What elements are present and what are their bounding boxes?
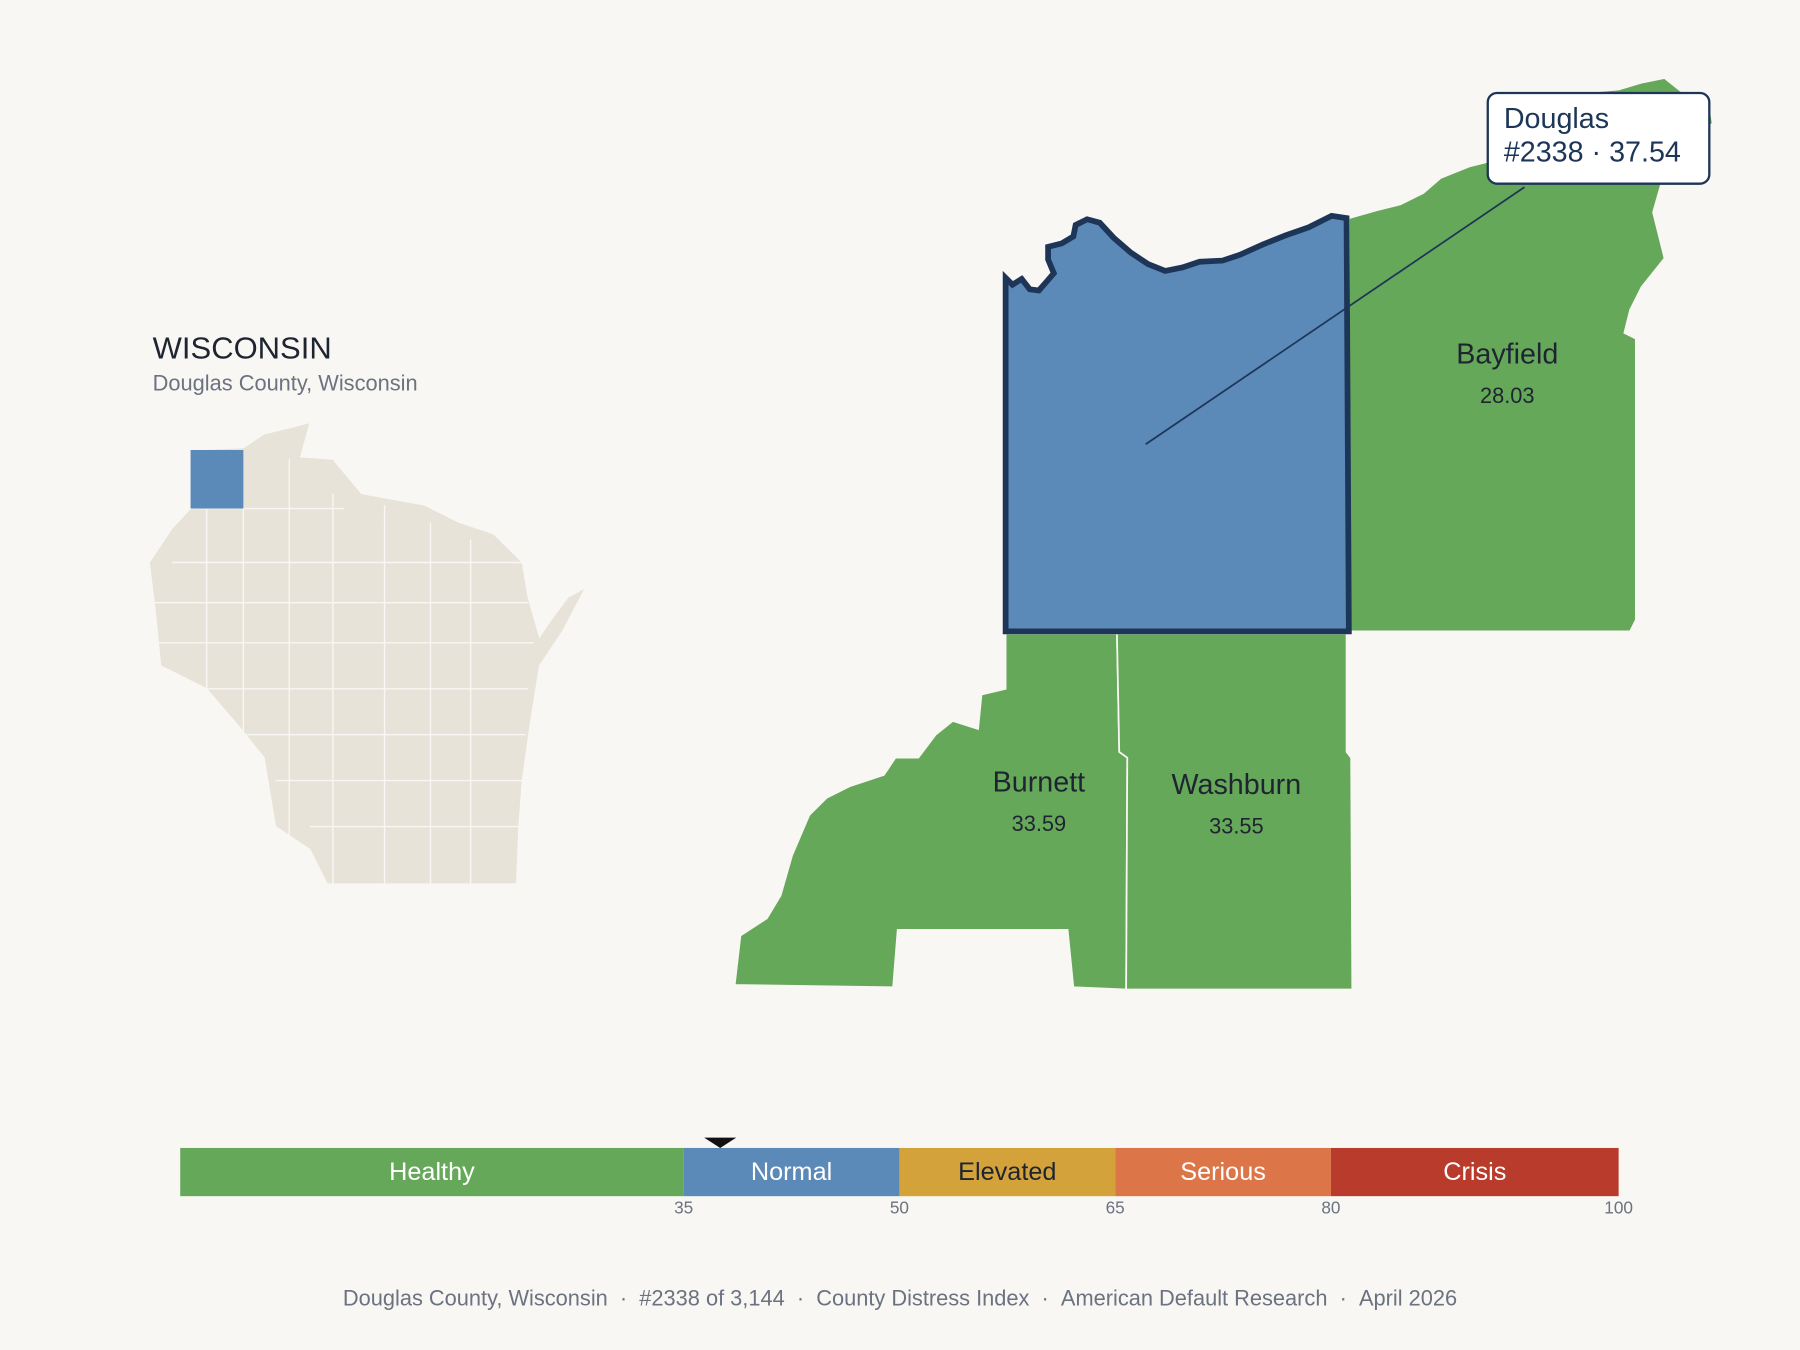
scale-band-label: Crisis: [1443, 1158, 1506, 1186]
footer-item: #2338 of 3,144: [639, 1285, 784, 1310]
county-label: Burnett: [993, 767, 1086, 799]
footer: Douglas County, Wisconsin · #2338 of 3,1…: [343, 1285, 1457, 1310]
footer-item: County Distress Index: [816, 1285, 1029, 1310]
separator: ·: [1029, 1285, 1060, 1310]
county-borders: [154, 459, 534, 884]
tooltip-title: Douglas: [1504, 103, 1609, 135]
footer-item: Douglas County, Wisconsin: [343, 1285, 608, 1310]
tooltip: Douglas #2338 · 37.54: [1145, 91, 1711, 445]
scale-bar: Healthy Normal Elevated Serious Crisis 35 50 65…: [180, 1137, 1633, 1217]
state-shape: [148, 421, 587, 885]
county-map: Bayfield 28.03 Burnett 33.59 Washburn 33…: [733, 77, 1714, 991]
scale-band-label: Serious: [1180, 1158, 1266, 1186]
scale-band: [1330, 1147, 1619, 1197]
county-value: 33.59: [1012, 811, 1067, 836]
scale-band: [899, 1147, 1116, 1197]
county-burnett[interactable]: [733, 632, 1129, 991]
separator: ·: [1327, 1285, 1358, 1310]
county-label: Washburn: [1172, 769, 1302, 801]
selected-county-locator: [190, 450, 244, 509]
scale-band: [683, 1147, 900, 1197]
scale-band: [180, 1147, 684, 1197]
subtitle: Douglas County, Wisconsin: [153, 370, 418, 395]
tooltip-text: #2338 · 37.54: [1504, 136, 1681, 168]
scale-band: [1115, 1147, 1331, 1197]
scale-tick-label: 80: [1321, 1197, 1340, 1217]
scale-tick-label: 35: [674, 1197, 693, 1217]
state-title: WISCONSIN: [153, 330, 332, 365]
scale-tick-label: 50: [890, 1197, 909, 1217]
tooltip-leader: [1145, 186, 1525, 445]
state-locator: [148, 421, 587, 885]
tooltip-box: [1486, 91, 1711, 185]
scale-band-label: Normal: [751, 1158, 832, 1186]
county-value: 28.03: [1480, 383, 1535, 408]
scale-tick-label: 65: [1106, 1197, 1125, 1217]
footer-item: American Default Research: [1061, 1285, 1328, 1310]
scale-marker: [704, 1137, 737, 1148]
county-label: Bayfield: [1456, 338, 1558, 370]
scale-band-label: Elevated: [958, 1158, 1056, 1186]
scale-band-label: Healthy: [389, 1158, 475, 1186]
scale-tick-label: 100: [1604, 1197, 1633, 1217]
footer-item: April 2026: [1359, 1285, 1457, 1310]
county-washburn[interactable]: [1116, 632, 1354, 991]
separator: ·: [608, 1285, 639, 1310]
separator: ·: [785, 1285, 816, 1310]
county-value: 33.55: [1209, 813, 1264, 838]
